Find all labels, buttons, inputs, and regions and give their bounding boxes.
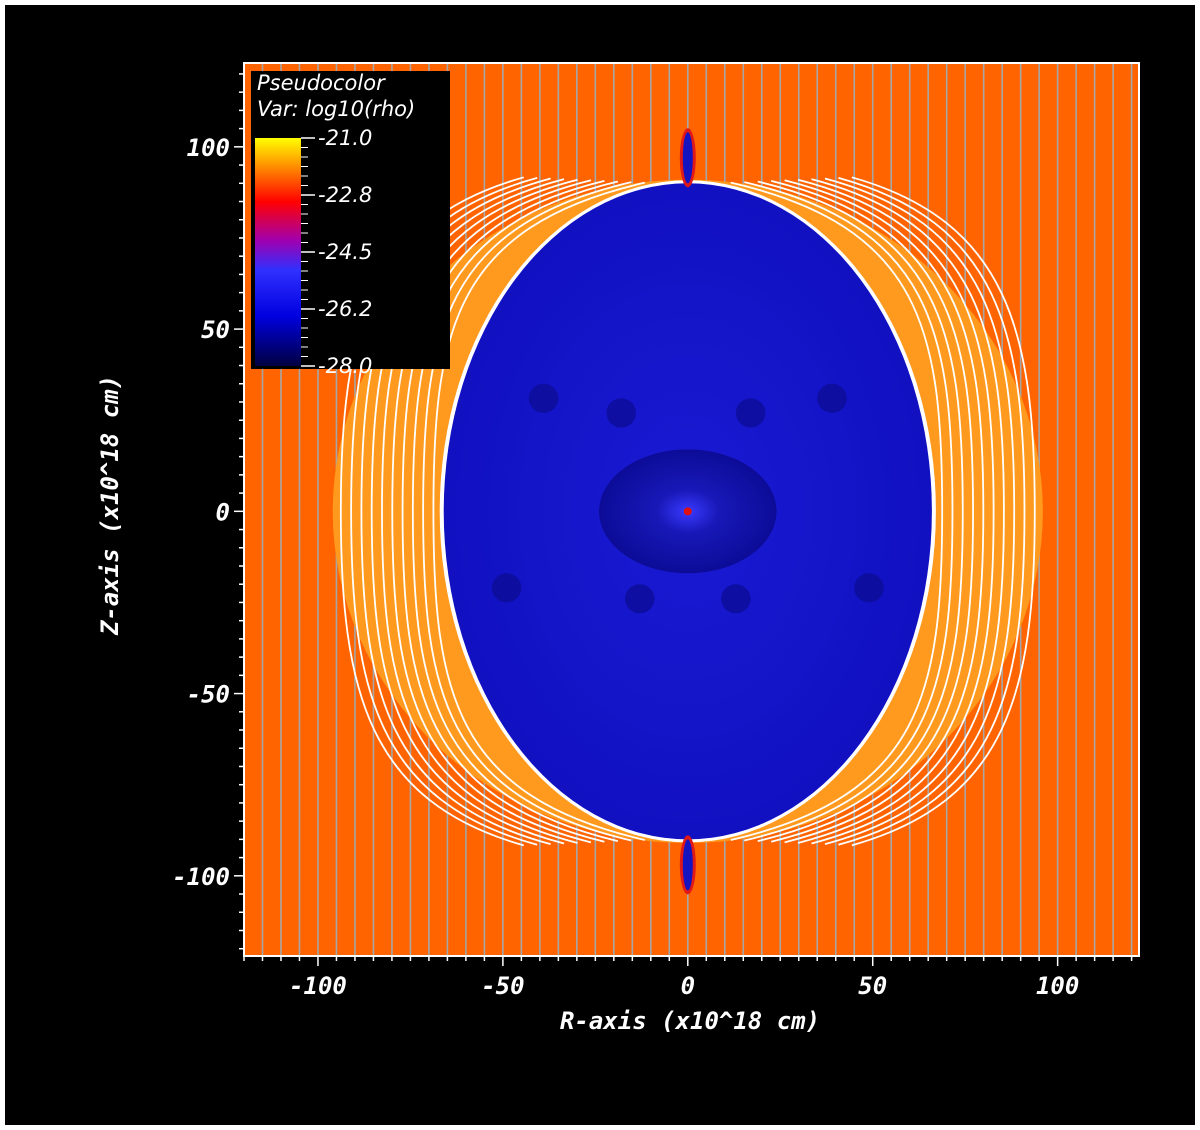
y-axis-title: Z-axis (x10^18 cm) — [96, 375, 124, 636]
bubble-structure — [491, 383, 884, 614]
legend: Pseudocolor Var: log10(rho) -21.0-22.8-2… — [251, 71, 450, 378]
colorbar-tick-label: -28.0 — [318, 354, 372, 378]
legend-plot-type: Pseudocolor — [257, 71, 386, 95]
density-knot — [624, 584, 655, 614]
shell-field-line — [381, 178, 578, 844]
density-knot — [528, 383, 559, 413]
y-tick-label: 0 — [216, 498, 230, 526]
colorbar-tick-label: -26.2 — [318, 297, 372, 321]
shell-field-line — [824, 177, 1016, 846]
x-axis-title: R-axis (x10^18 cm) — [560, 1007, 820, 1035]
x-axis-ticks: -100 -50 0 50 100 — [243, 956, 1133, 1000]
density-knot — [721, 584, 751, 614]
x-tick-label: 100 — [1036, 972, 1079, 1000]
x-tick-label: -50 — [481, 972, 524, 1000]
colorbar — [255, 138, 301, 366]
colorbar-tick-label: -22.8 — [318, 183, 372, 207]
shell-field-line — [811, 178, 1005, 845]
colorbar-tick-label: -21.0 — [318, 126, 372, 150]
shell-field-line — [730, 181, 944, 841]
colorbar-tick-label: -24.5 — [318, 240, 372, 264]
jet-inner — [682, 132, 693, 184]
y-axis-ticks: 100 50 0 -50 -100 — [172, 73, 244, 950]
shell-field-lines — [339, 176, 1036, 847]
legend-variable: Var: log10(rho) — [257, 97, 415, 121]
y-tick-label: -100 — [172, 863, 230, 891]
x-tick-label: -100 — [289, 972, 347, 1000]
shell-field-line — [391, 179, 592, 844]
figure-frame: 100 50 0 -50 -100 -100 -50 0 50 100 R-axis (x10^… — [5, 5, 1195, 1125]
jet-inner — [682, 839, 693, 891]
y-tick-label: -50 — [187, 681, 230, 709]
shell-field-line — [838, 177, 1026, 846]
shell-field-line — [411, 180, 619, 843]
density-knot — [491, 573, 522, 603]
shell-field-line — [797, 178, 995, 844]
density-plot: 100 50 0 -50 -100 -100 -50 0 50 100 R-axis (x10^… — [96, 62, 1140, 1035]
shell-field-line — [401, 180, 605, 843]
shell-field-line — [422, 181, 632, 842]
colorbar-ticks: -21.0 -22.8 -24.5 -26.2 -28.0 — [301, 126, 372, 378]
density-knot — [854, 573, 884, 603]
y-tick-label: 100 — [187, 134, 230, 162]
shell-field-line — [757, 180, 964, 843]
density-knot — [735, 398, 766, 428]
plot-border — [243, 62, 1140, 957]
density-knot — [606, 398, 637, 428]
central-source — [683, 507, 692, 516]
shell-field-line — [432, 181, 645, 841]
plot-area — [244, 63, 1139, 956]
shell-field-line — [851, 176, 1036, 847]
shell-field-line — [744, 181, 954, 842]
x-tick-label: 0 — [681, 972, 695, 1000]
x-tick-label: 50 — [858, 972, 887, 1000]
density-knot — [817, 383, 847, 413]
y-tick-label: 50 — [201, 316, 230, 344]
shell-field-line — [770, 180, 974, 843]
polar-jets — [679, 128, 696, 895]
shell-field-line — [784, 179, 985, 844]
